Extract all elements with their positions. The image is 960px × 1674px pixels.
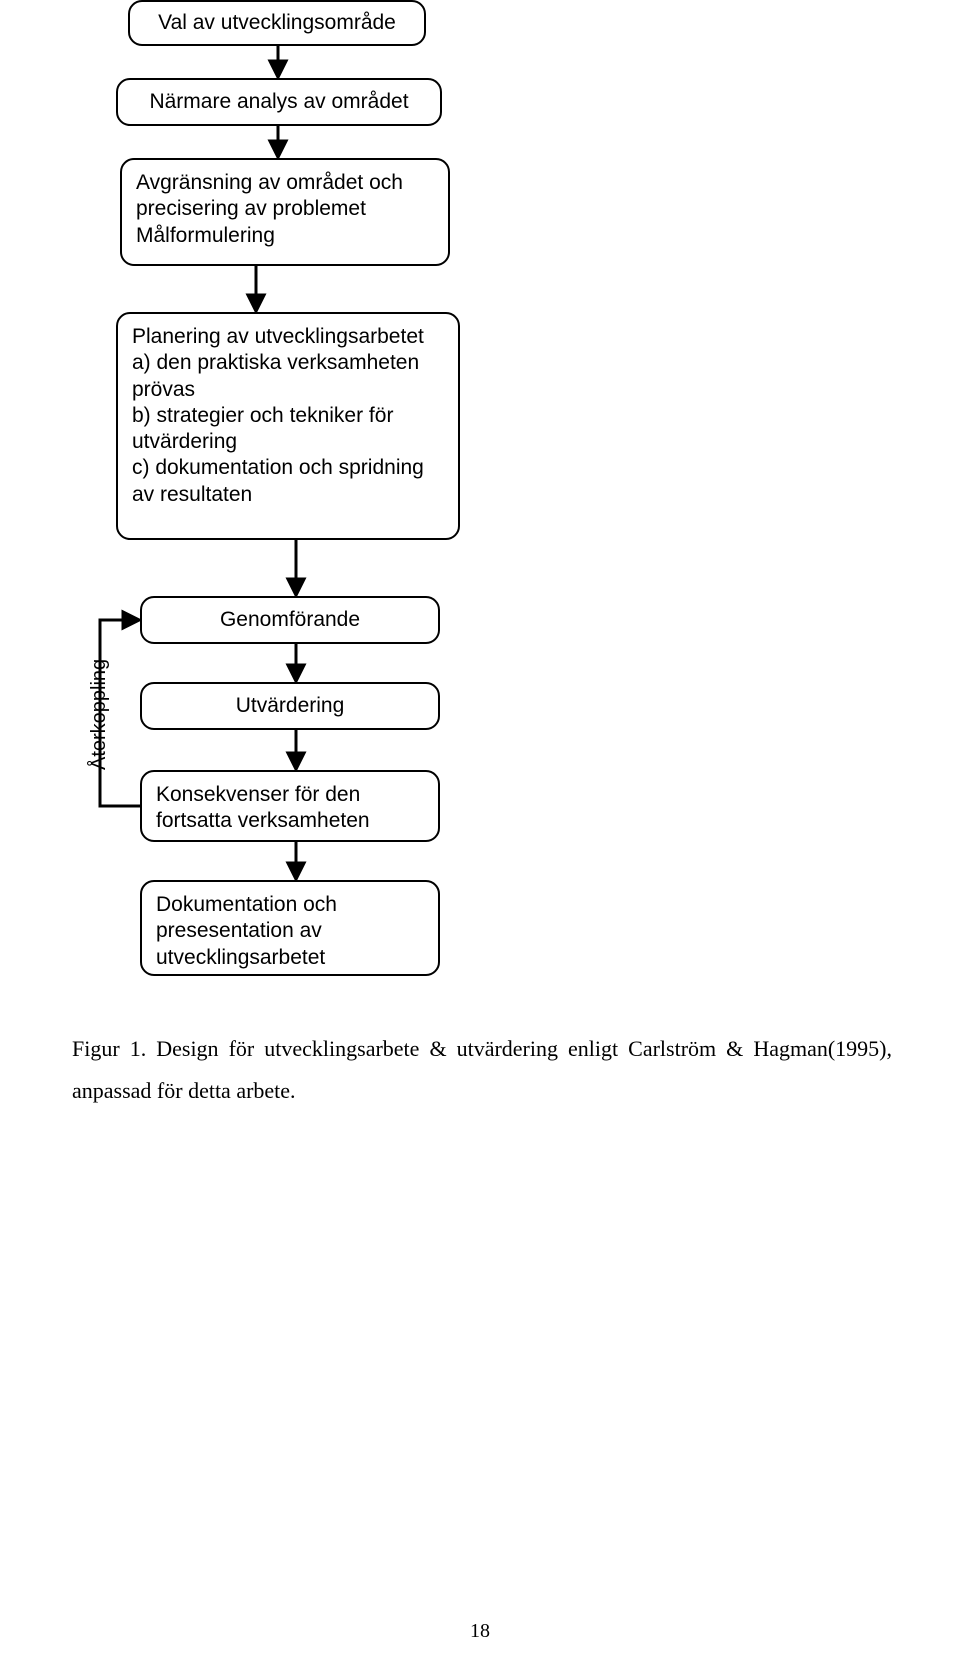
flow-node-text: Genomförande — [220, 607, 360, 633]
flow-node-n4: Planering av utvecklingsarbetet a) den p… — [116, 312, 460, 540]
flow-node-text: Avgränsning av området och precisering a… — [136, 171, 409, 247]
feedback-label: Återkoppling — [88, 659, 111, 770]
page-number: 18 — [0, 1620, 960, 1643]
flow-node-n3: Avgränsning av området och precisering a… — [120, 158, 450, 266]
figure-caption: Figur 1. Design för utvecklingsarbete & … — [72, 1028, 892, 1112]
flow-node-text: Val av utvecklingsområde — [158, 10, 396, 36]
flow-node-n7: Konsekvenser för den fortsatta verksamhe… — [140, 770, 440, 842]
flow-node-n1: Val av utvecklingsområde — [128, 0, 426, 46]
flow-node-text: Konsekvenser för den fortsatta verksamhe… — [156, 783, 370, 832]
flow-node-n2: Närmare analys av området — [116, 78, 442, 126]
page: Val av utvecklingsområde Närmare analys a… — [0, 0, 960, 1674]
flow-node-n6: Utvärdering — [140, 682, 440, 730]
flow-node-n8: Dokumentation och presesentation av utve… — [140, 880, 440, 976]
flow-node-text: Planering av utvecklingsarbetet a) den p… — [132, 325, 430, 506]
flow-node-text: Dokumentation och presesentation av utve… — [156, 893, 343, 969]
flow-node-text: Utvärdering — [236, 693, 345, 719]
flow-node-text: Närmare analys av området — [149, 89, 408, 115]
flow-node-n5: Genomförande — [140, 596, 440, 644]
